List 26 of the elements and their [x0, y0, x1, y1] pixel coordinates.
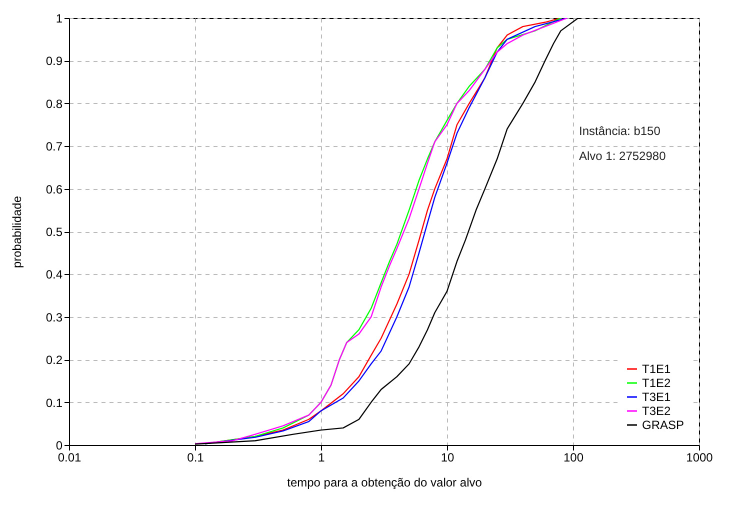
y-axis-title: probabilidade [10, 196, 24, 268]
y-tick-label: 0.4 [46, 268, 63, 282]
y-tick-label: 0.7 [46, 140, 63, 154]
legend-label: T3E2 [642, 404, 672, 418]
y-tick-label: 0 [56, 438, 63, 452]
x-tick-label: 100 [563, 450, 584, 464]
x-tick-label: 1000 [686, 450, 714, 464]
legend-label: T1E2 [642, 376, 672, 390]
y-tick-label: 0.9 [46, 54, 63, 68]
x-tick-label: 0.1 [187, 450, 204, 464]
y-tick-label: 0.1 [46, 396, 63, 410]
x-tick-label: 10 [440, 450, 454, 464]
legend-label: T1E1 [642, 362, 672, 376]
y-tick-label: 0.2 [46, 353, 63, 368]
y-tick-label: 0.3 [46, 310, 63, 324]
y-tick-label: 1 [56, 12, 63, 26]
y-tick-label: 0.5 [46, 225, 63, 239]
x-axis-title: tempo para a obtenção do valor alvo [287, 476, 482, 490]
annotation: Alvo 1: 2752980 [579, 149, 666, 164]
x-tick-label: 1 [318, 450, 326, 464]
x-tick-label: 0.01 [58, 450, 82, 464]
legend-label: GRASP [642, 418, 684, 432]
legend-label: T3E1 [642, 390, 672, 404]
y-tick-label: 0.8 [46, 96, 63, 111]
annotation: Instância: b150 [579, 124, 661, 138]
y-tick-label: 0.6 [46, 182, 63, 196]
